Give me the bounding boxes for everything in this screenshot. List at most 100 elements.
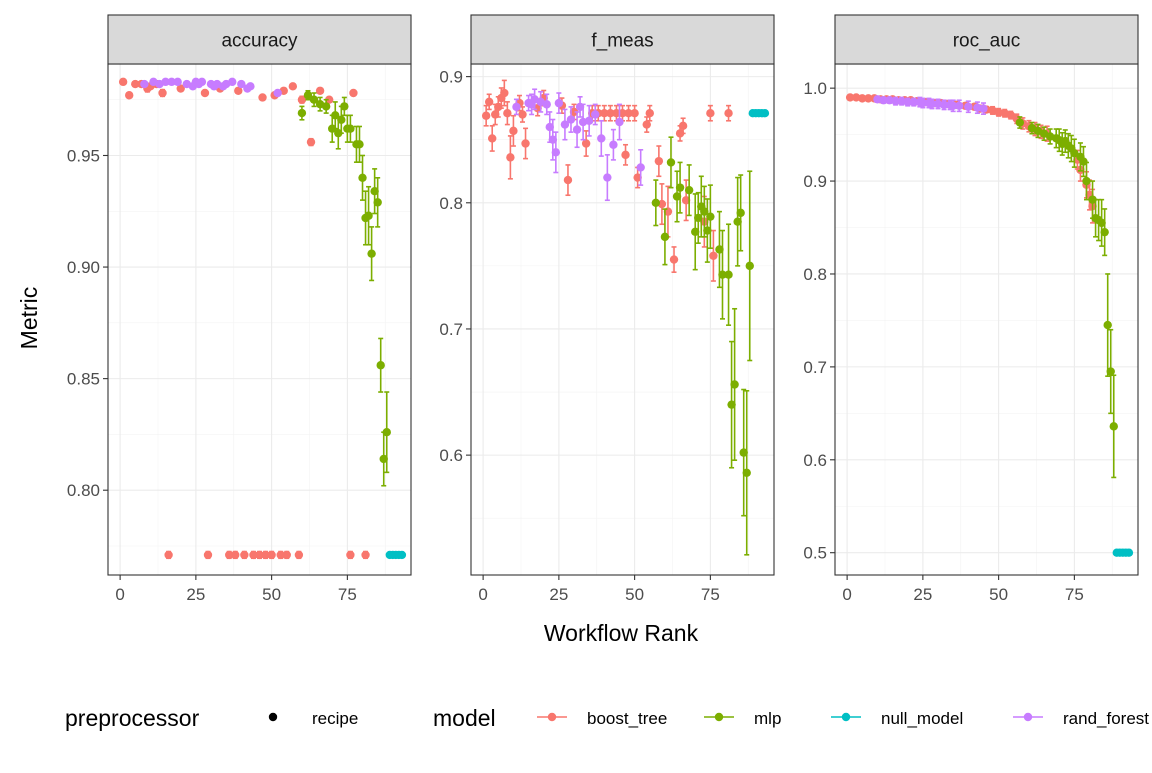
legend-title-preprocessor: preprocessor [65,705,200,731]
data-point [231,550,240,560]
data-point [630,109,639,118]
data-point [379,454,388,464]
data-point [509,126,518,136]
data-point [909,97,918,107]
data-point [566,115,576,124]
data-point [167,77,176,87]
series-rand_forest [512,88,645,202]
data-point [518,110,527,119]
legend-label-null_model: null_model [881,709,963,728]
y-axis-title: Metric [16,287,42,350]
data-point [939,100,949,110]
data-point [724,270,733,279]
data-point [918,98,928,108]
data-point [533,103,542,113]
data-point [858,94,867,103]
data-point [542,100,551,109]
data-point [337,115,346,124]
data-point [624,109,633,118]
data-point [603,173,612,182]
data-point [1100,227,1109,237]
data-point [681,196,691,205]
data-point [1070,148,1079,158]
data-point [158,88,167,98]
data-point [678,121,688,131]
data-point [267,550,276,560]
data-point [261,550,270,560]
facet-strip-label: roc_auc [953,31,1021,52]
series-null_model [1112,548,1134,557]
x-tick-label: 0 [842,585,851,604]
data-point [237,79,246,89]
x-axis-title: Workflow Rank [544,620,699,646]
data-point [584,116,594,125]
data-point [176,84,185,93]
y-tick-label: 0.6 [803,451,827,470]
data-point [309,95,319,104]
x-tick-label: 75 [701,585,720,604]
series-mlp [297,89,391,487]
data-point [927,99,937,109]
data-point [346,550,355,560]
data-point [324,95,334,104]
data-point [494,102,503,112]
data-point [715,245,724,254]
legend-key-point-boost_tree [547,712,557,722]
data-point [288,82,298,91]
data-point [364,211,373,220]
panel-background [108,64,411,575]
data-point [666,158,676,167]
legend-title-model: model [433,705,496,731]
legend-key-point-rand_forest [1023,712,1033,722]
data-point [225,550,234,560]
data-point [228,77,237,87]
facet-strip-label: accuracy [221,31,298,52]
data-point [249,550,258,560]
data-point [739,448,748,457]
data-point [1124,548,1134,557]
y-tick-label: 0.9 [439,68,463,87]
data-point [1106,367,1115,376]
data-point [621,150,630,160]
data-point [321,102,331,111]
series-mlp [651,136,754,556]
x-tick-label: 25 [913,585,932,604]
data-point [845,93,855,102]
data-point [964,102,973,111]
data-point [131,79,140,89]
data-point [140,79,149,89]
panel-background [835,64,1138,575]
data-point [355,140,364,149]
data-point [303,91,313,100]
x-tick-label: 50 [625,585,644,604]
data-point [484,97,494,107]
data-point [382,427,391,437]
data-point [346,124,355,133]
x-tick-label: 25 [549,585,568,604]
panel-accuracy: accuracy 0 25 50 75 0.80 0.85 0.90 0.95 [67,14,412,604]
data-point [760,109,770,118]
data-point [612,109,621,118]
data-point [618,109,627,118]
data-point [879,96,888,105]
legend-label-boost_tree: boost_tree [587,709,667,728]
data-point [1079,157,1088,166]
data-point [730,380,739,389]
data-point [636,163,645,172]
data-point [358,173,367,183]
data-point [633,173,642,182]
data-point [591,110,600,119]
data-point [306,137,316,147]
data-point [361,550,370,560]
data-point [675,183,685,192]
data-point [164,550,173,560]
y-tick-label: 1.0 [803,79,827,98]
data-point [560,120,570,129]
data-point [554,98,564,108]
data-point [340,102,349,111]
data-point [651,198,661,207]
y-tick-label: 0.9 [803,172,827,191]
series-rand_forest [140,77,282,98]
x-tick-label: 75 [1065,585,1084,604]
